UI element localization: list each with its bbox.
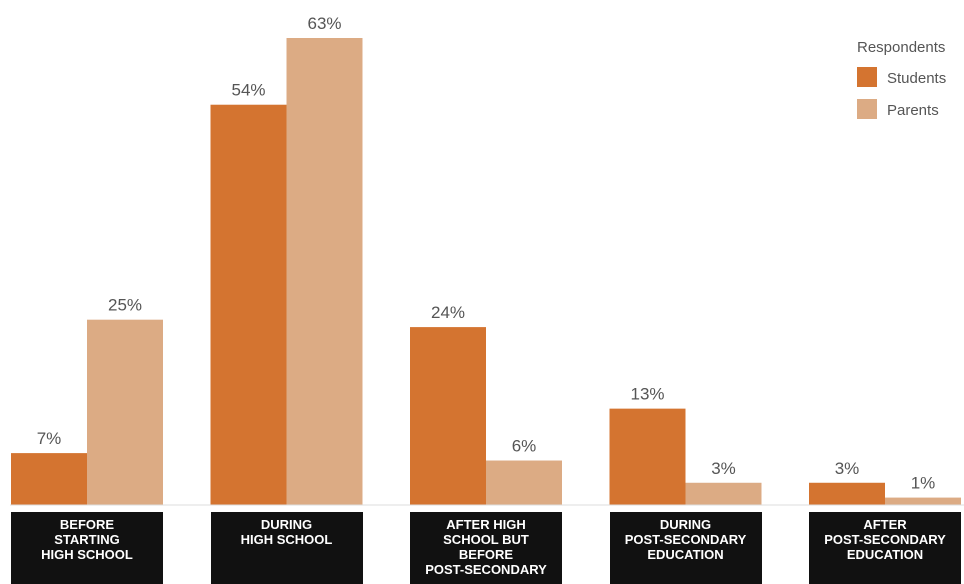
value-label-students-2: 24% bbox=[431, 303, 465, 322]
bars-group bbox=[11, 38, 961, 505]
value-label-parents-1: 63% bbox=[307, 14, 341, 33]
legend: Respondents Students Parents bbox=[857, 39, 946, 119]
category-label-line: STARTING bbox=[54, 532, 120, 547]
bar-students-2 bbox=[410, 327, 486, 505]
legend-label-parents: Parents bbox=[887, 102, 939, 119]
category-label-1: DURING HIGH SCHOOL bbox=[210, 512, 363, 584]
legend-label-students: Students bbox=[887, 70, 946, 87]
category-label-2: AFTER HIGH SCHOOL BUT BEFORE POST-SECONDARY bbox=[410, 512, 562, 584]
category-label-4: AFTER POST-SECONDARY EDUCATION bbox=[809, 512, 961, 584]
value-label-parents-4: 1% bbox=[911, 474, 936, 493]
category-label-0: BEFORE STARTING HIGH SCHOOL bbox=[11, 512, 163, 584]
category-label-line: AFTER HIGH bbox=[446, 517, 526, 532]
bar-parents-4 bbox=[885, 497, 961, 505]
legend-swatch-students bbox=[857, 67, 877, 87]
value-label-parents-3: 3% bbox=[711, 459, 736, 478]
bar-parents-1 bbox=[286, 38, 363, 505]
category-label-line: POST-SECONDARY bbox=[425, 562, 547, 577]
bar-students-1 bbox=[210, 104, 287, 505]
category-label-3: DURING POST-SECONDARY EDUCATION bbox=[609, 512, 762, 584]
bar-students-4 bbox=[809, 482, 885, 505]
category-label-line: DURING bbox=[260, 517, 313, 532]
bar-students-0 bbox=[11, 453, 87, 505]
category-label-line: HIGH SCHOOL bbox=[41, 547, 133, 562]
legend-swatch-parents bbox=[857, 99, 877, 119]
bar-parents-0 bbox=[87, 319, 163, 505]
value-label-students-4: 3% bbox=[835, 459, 860, 478]
category-label-line: POST-SECONDARY bbox=[624, 532, 747, 547]
legend-title: Respondents bbox=[857, 39, 945, 56]
bar-parents-3 bbox=[685, 482, 762, 505]
value-label-students-1: 54% bbox=[231, 81, 265, 100]
category-label-line: BEFORE bbox=[59, 517, 115, 532]
category-label-line: BEFORE bbox=[458, 547, 514, 562]
bar-students-3 bbox=[609, 408, 686, 505]
bar-parents-2 bbox=[486, 460, 562, 505]
category-label-line: HIGH SCHOOL bbox=[240, 532, 333, 547]
category-label-line: POST-SECONDARY bbox=[824, 532, 946, 547]
value-label-students-0: 7% bbox=[37, 429, 62, 448]
category-label-line: EDUCATION bbox=[647, 547, 724, 562]
value-label-parents-0: 25% bbox=[108, 296, 142, 315]
category-label-line: SCHOOL BUT bbox=[443, 532, 529, 547]
value-label-parents-2: 6% bbox=[512, 437, 537, 456]
category-label-line: EDUCATION bbox=[846, 547, 924, 562]
category-label-line: AFTER bbox=[863, 517, 907, 532]
category-label-line: DURING bbox=[659, 517, 712, 532]
value-label-students-3: 13% bbox=[630, 385, 664, 404]
value-labels-group: 7% 25% 54% 63% 24% 6% 13% 3% 3% 1% bbox=[37, 14, 936, 493]
